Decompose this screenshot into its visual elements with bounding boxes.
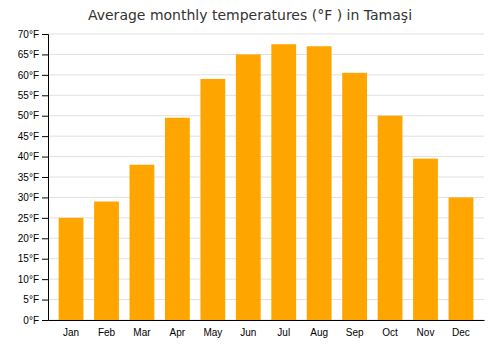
- bar: [378, 116, 403, 320]
- y-axis-line: [42, 35, 49, 321]
- y-tick-label: 20°F: [18, 233, 39, 244]
- x-tick-label: Oct: [382, 327, 398, 338]
- y-tick: 15°F: [18, 253, 48, 264]
- y-tick: 65°F: [18, 49, 48, 60]
- grid-line: [48, 156, 484, 157]
- x-tick: Oct: [382, 327, 398, 338]
- x-tick-label: Dec: [452, 327, 470, 338]
- x-tick-label: Jun: [240, 327, 256, 338]
- bar: [413, 159, 438, 320]
- y-tick-mark: [42, 75, 48, 76]
- y-tick-label: 45°F: [18, 131, 39, 142]
- y-tick: 30°F: [18, 192, 48, 203]
- x-tick: Sep: [346, 327, 364, 338]
- y-tick-label: 50°F: [18, 110, 39, 121]
- x-tick-label: Jan: [63, 327, 79, 338]
- y-tick: 5°F: [23, 294, 48, 305]
- y-tick-mark: [42, 197, 48, 198]
- bar: [130, 165, 155, 320]
- y-axis: 0°F 5°F 10°F 15°F 20°F 25°F 30°F 35°F 40°F 45°F 50…: [18, 29, 49, 326]
- grid-line: [48, 54, 484, 55]
- plot: 0°F 5°F 10°F 15°F 20°F 25°F 30°F 35°F 40°F 45°F 50…: [18, 29, 485, 338]
- y-tick-label: 65°F: [18, 49, 39, 60]
- x-tick: Nov: [417, 327, 435, 338]
- x-tick: Aug: [310, 327, 328, 338]
- y-tick-mark: [42, 279, 48, 280]
- y-tick-label: 70°F: [18, 29, 39, 40]
- x-tick: Jan: [63, 327, 79, 338]
- x-tick-label: Nov: [417, 327, 435, 338]
- bar: [449, 197, 474, 320]
- x-tick-label: Jul: [277, 327, 290, 338]
- y-tick: 0°F: [23, 315, 48, 326]
- x-tick: Jun: [240, 327, 256, 338]
- x-tick-label: Apr: [170, 327, 186, 338]
- grid-line: [48, 136, 484, 137]
- x-tick-label: Sep: [346, 327, 364, 338]
- y-tick-label: 60°F: [18, 70, 39, 81]
- bar: [200, 79, 225, 320]
- x-tick-label: Aug: [310, 327, 328, 338]
- y-tick-label: 10°F: [18, 274, 39, 285]
- title: Average monthly temperatures (°F ) in Ta…: [88, 7, 412, 23]
- x-tick: Feb: [98, 327, 116, 338]
- x-tick: Jul: [277, 327, 290, 338]
- x-tick-label: Mar: [133, 327, 151, 338]
- bar: [271, 44, 296, 320]
- y-tick-mark: [42, 34, 48, 35]
- y-tick-mark: [42, 177, 48, 178]
- grid-line: [48, 115, 484, 116]
- y-tick-mark: [42, 116, 48, 117]
- y-tick: 70°F: [18, 29, 48, 40]
- bar: [236, 54, 261, 320]
- y-tick: 10°F: [18, 274, 48, 285]
- grid-line: [48, 95, 484, 96]
- y-tick: 60°F: [18, 70, 48, 81]
- bar: [307, 46, 332, 320]
- y-tick-label: 5°F: [23, 294, 39, 305]
- bar: [165, 118, 190, 320]
- y-tick: 45°F: [18, 131, 48, 142]
- y-tick-mark: [42, 136, 48, 137]
- y-tick-label: 55°F: [18, 90, 39, 101]
- y-tick-mark: [42, 238, 48, 239]
- y-tick: 50°F: [18, 110, 48, 121]
- y-tick: 20°F: [18, 233, 48, 244]
- y-tick-mark: [42, 300, 48, 301]
- y-tick-label: 35°F: [18, 172, 39, 183]
- bar: [59, 218, 84, 320]
- y-tick-mark: [42, 54, 48, 55]
- bars: [59, 44, 474, 320]
- y-tick-label: 25°F: [18, 213, 39, 224]
- y-tick-mark: [42, 320, 48, 321]
- y-tick: 55°F: [18, 90, 48, 101]
- grid-line: [48, 74, 484, 75]
- bar: [342, 73, 367, 320]
- y-tick-mark: [42, 259, 48, 260]
- x-tick: Dec: [452, 327, 470, 338]
- y-tick-mark: [42, 218, 48, 219]
- x-tick-label: Feb: [98, 327, 116, 338]
- x-tick: May: [203, 327, 222, 338]
- grid: [48, 34, 484, 320]
- chart: 0°F 5°F 10°F 15°F 20°F 25°F 30°F 35°F 40°F 45°F 50…: [0, 0, 500, 350]
- y-tick: 35°F: [18, 172, 48, 183]
- y-tick: 25°F: [18, 213, 48, 224]
- bar: [94, 202, 119, 320]
- x-tick-label: May: [203, 327, 222, 338]
- y-tick-label: 15°F: [18, 253, 39, 264]
- y-tick: 40°F: [18, 151, 48, 162]
- y-tick-mark: [42, 95, 48, 96]
- y-tick-mark: [42, 157, 48, 158]
- y-tick-label: 40°F: [18, 151, 39, 162]
- x-tick: Apr: [170, 327, 186, 338]
- grid-line: [48, 34, 484, 35]
- x-axis-line: [49, 320, 485, 321]
- x-tick: Mar: [133, 327, 151, 338]
- x-axis: Jan Feb Mar Apr May Jun Jul Aug Sep Oct Nov Dec: [49, 321, 485, 339]
- y-tick-label: 30°F: [18, 192, 39, 203]
- y-tick-label: 0°F: [23, 315, 39, 326]
